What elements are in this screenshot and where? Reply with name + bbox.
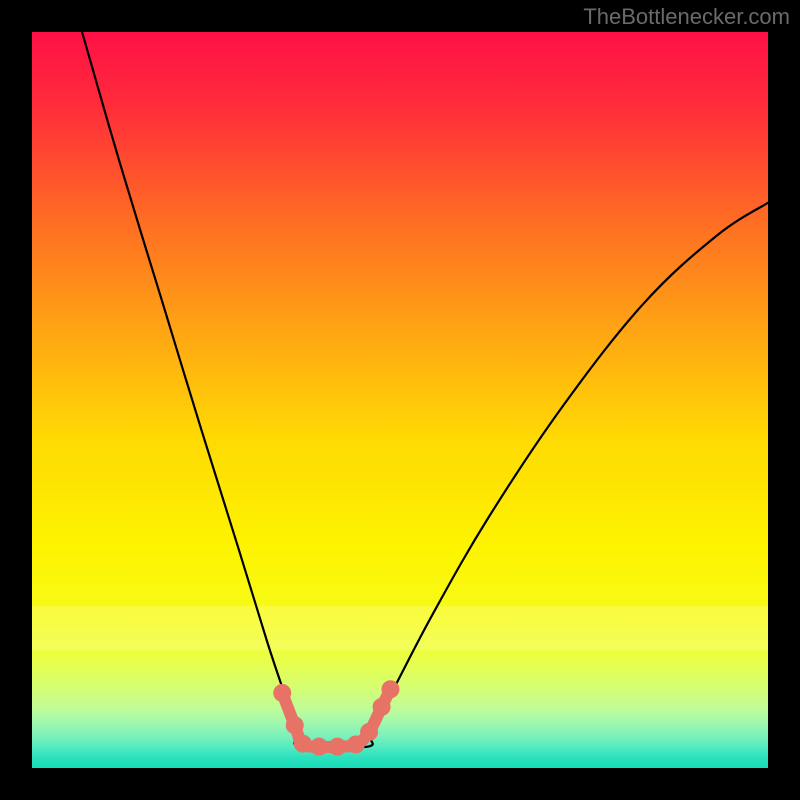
data-marker xyxy=(381,680,399,698)
canvas: TheBottlenecker.com xyxy=(0,0,800,800)
data-marker xyxy=(328,738,346,756)
data-marker xyxy=(310,738,328,756)
plot-area xyxy=(32,32,768,768)
watermark-text: TheBottlenecker.com xyxy=(583,4,790,30)
data-marker xyxy=(294,735,312,753)
data-marker xyxy=(273,684,291,702)
data-marker xyxy=(286,716,304,734)
plot-background xyxy=(32,32,768,768)
data-marker xyxy=(373,698,391,716)
data-marker xyxy=(347,735,365,753)
highlight-band xyxy=(32,606,768,650)
data-marker xyxy=(360,723,378,741)
plot-svg xyxy=(32,32,768,768)
